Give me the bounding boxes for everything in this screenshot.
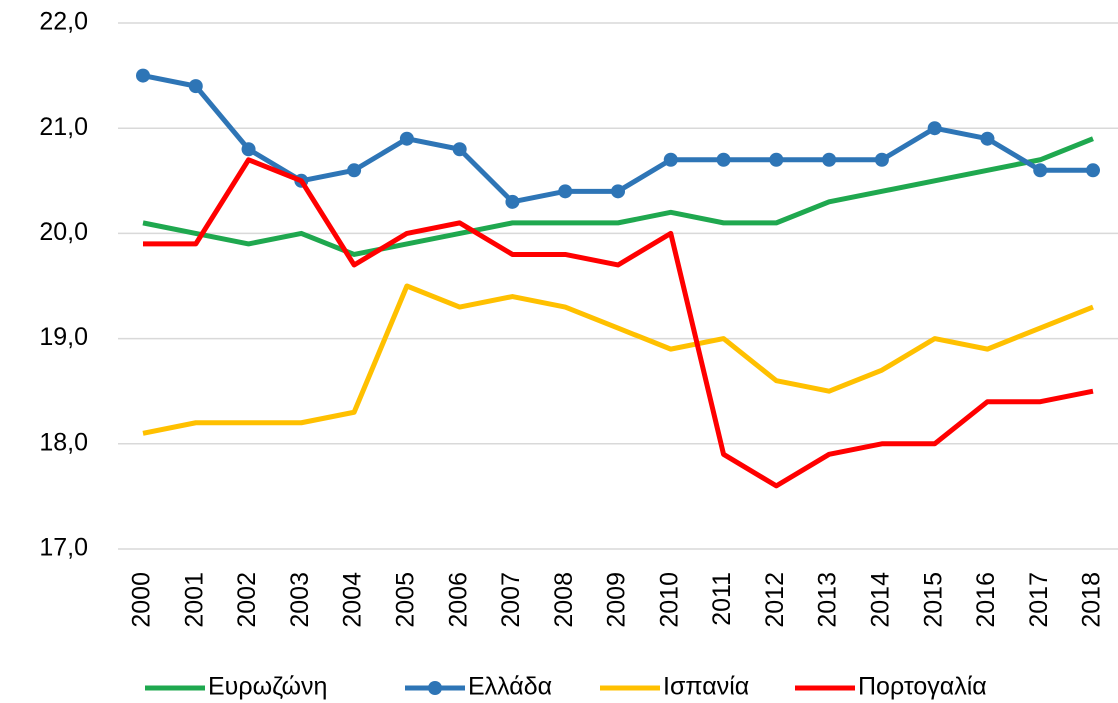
data-point	[241, 142, 256, 157]
x-tick-label: 2014	[866, 572, 894, 628]
x-tick-label: 2008	[550, 572, 578, 628]
legend-marker	[428, 681, 442, 695]
y-tick-label: 21,0	[39, 113, 88, 141]
data-point	[611, 184, 625, 199]
x-tick-label: 2012	[761, 572, 789, 628]
y-tick-label: 20,0	[39, 218, 88, 246]
legend-label: Πορτογαλία	[858, 673, 987, 701]
series-line	[142, 136, 1094, 257]
data-point	[716, 152, 731, 167]
data-point	[347, 163, 362, 178]
data-point	[980, 131, 995, 146]
data-point	[769, 152, 784, 167]
legend-label: Ισπανία	[663, 673, 749, 701]
legend-label: Ελλάδα	[468, 673, 552, 701]
series-line	[142, 73, 1093, 205]
x-tick-label: 2015	[919, 572, 947, 628]
x-tick-label: 2001	[180, 572, 208, 628]
data-point	[822, 152, 837, 167]
data-point	[927, 121, 942, 136]
data-point	[1033, 163, 1048, 178]
x-tick-label: 2003	[286, 572, 314, 628]
y-tick-label: 18,0	[39, 428, 88, 456]
data-point	[1086, 163, 1100, 178]
x-tick-label: 2017	[1025, 572, 1053, 628]
data-point	[505, 194, 520, 209]
x-tick-label: 2018	[1078, 572, 1106, 628]
x-tick-label: 2010	[655, 572, 683, 628]
x-tick-label: 2011	[708, 572, 736, 626]
x-tick-label: 2007	[497, 572, 525, 628]
x-tick-label: 2000	[128, 572, 156, 628]
x-tick-label: 2004	[339, 572, 367, 628]
x-tick-label: 2006	[444, 572, 472, 628]
legend-label: Ευρωζώνη	[208, 673, 327, 701]
x-tick-label: 2013	[814, 572, 842, 628]
y-tick-label: 17,0	[39, 534, 88, 562]
x-tick-label: 2002	[233, 572, 261, 628]
x-tick-label: 2005	[391, 572, 419, 628]
y-tick-label: 19,0	[39, 323, 88, 351]
data-point	[136, 68, 150, 83]
data-point	[188, 79, 203, 94]
data-point	[452, 142, 467, 157]
data-point	[399, 131, 414, 146]
data-point	[558, 184, 573, 199]
series-line	[143, 157, 1094, 489]
x-tick-label: 2016	[972, 572, 1000, 628]
x-tick-label: 2009	[603, 572, 631, 628]
data-point	[663, 152, 678, 167]
series-line	[142, 283, 1094, 436]
y-tick-label: 22,0	[39, 8, 88, 36]
data-point	[874, 152, 889, 167]
